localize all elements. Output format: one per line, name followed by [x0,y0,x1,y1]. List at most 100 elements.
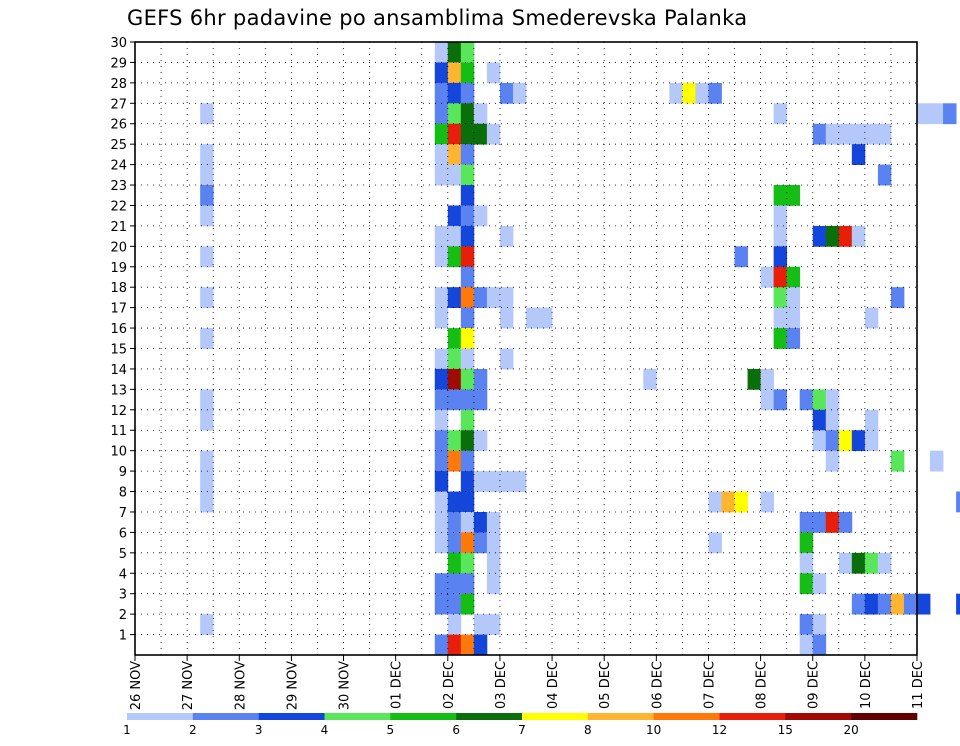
y-tick-label: 14 [110,363,127,378]
heatmap-cell [773,266,788,288]
heatmap-cell [812,634,827,656]
heatmap-cell [773,103,788,125]
heatmap-cell [434,409,449,431]
heatmap-cell [943,103,957,125]
heatmap-cell [434,532,449,554]
heatmap-cell [434,123,449,145]
heatmap-cell [434,368,449,390]
heatmap-cell [460,593,475,615]
heatmap-cell [539,307,553,329]
heatmap-cell [747,368,761,390]
x-tick-label: 10 DEC [859,661,874,709]
heatmap-cell [486,573,501,595]
colorbar-label: 6 [452,723,460,737]
heatmap-cell [434,164,449,186]
colorbar-swatch [587,713,654,720]
heatmap-cell [200,246,214,268]
heatmap-cell [460,532,475,554]
heatmap-cell [773,287,788,309]
heatmap-cell [512,82,527,104]
heatmap-cell [447,389,462,411]
y-tick-label: 3 [119,588,127,603]
colorbar-label: 15 [778,723,793,737]
heatmap-cell [473,287,488,309]
heatmap-cell [930,450,944,472]
heatmap-cell [956,491,960,513]
heatmap-cell [460,430,475,452]
heatmap-cell [851,144,866,165]
heatmap-cell [460,409,475,431]
heatmap-cell [708,82,722,104]
heatmap-cell [734,491,748,513]
heatmap-cell [434,287,449,309]
heatmap-cell [200,328,214,349]
colorbar-label: 5 [386,723,394,737]
heatmap-cell [447,368,462,390]
heatmap-cell [786,307,801,329]
heatmap-cell [486,123,501,145]
colorbar-swatch [390,713,457,720]
heatmap-cell [512,471,527,492]
heatmap-cell [460,266,475,288]
heatmap-cell [460,185,475,206]
y-tick-label: 7 [119,506,127,521]
heatmap-cell [812,573,827,595]
heatmap-cell [447,593,462,615]
y-tick-label: 10 [110,445,127,460]
heatmap-cell [473,511,488,533]
heatmap-cell [460,307,475,329]
heatmap-cell [460,450,475,472]
heatmap-cell [773,185,788,206]
heatmap-cell [473,471,488,492]
heatmap-cell [434,144,449,165]
colorbar-label: 2 [189,723,197,737]
heatmap-cell [200,103,214,125]
heatmap-cell [447,573,462,595]
heatmap-cell [643,368,657,390]
heatmap-cell [773,205,788,227]
heatmap-cell [447,511,462,533]
heatmap-cell [200,471,214,492]
y-tick-label: 16 [110,322,127,337]
x-tick-label: 01 DEC [390,661,405,709]
heatmap-cell [460,144,475,165]
heatmap-cell [200,205,214,227]
heatmap-cell [864,307,879,329]
heatmap-cell [825,430,840,452]
heatmap-cell [682,82,696,104]
heatmap-cell [473,123,488,145]
colorbar-swatch [324,713,391,720]
heatmap-cell [877,164,892,186]
heatmap-cell [499,307,514,329]
heatmap-cell [447,123,462,145]
heatmap-cell [473,430,488,452]
heatmap-cell [760,389,775,411]
heatmap-cell [773,307,788,329]
heatmap-cell [200,614,214,635]
heatmap-cell [434,471,449,492]
colorbar-swatch [785,713,852,720]
x-tick-label: 06 DEC [650,661,665,709]
heatmap-cell [447,491,462,513]
heatmap-cell [447,287,462,309]
heatmap-cell [695,82,709,104]
y-tick-label: 17 [110,302,127,317]
heatmap-cell [864,409,879,431]
heatmap-cell [825,409,840,431]
heatmap-cell [434,42,449,63]
heatmap-cell [447,246,462,268]
heatmap-cell [447,103,462,125]
y-tick-label: 28 [110,77,127,92]
heatmap-cell [486,614,501,635]
heatmap-cell [447,430,462,452]
x-tick-label: 11 DEC [911,661,926,709]
heatmap-cell [917,593,931,615]
heatmap-cell [447,328,462,349]
heatmap-cell [447,450,462,472]
heatmap-cell [434,389,449,411]
heatmap-cell [200,491,214,513]
heatmap-cell [434,307,449,329]
x-tick-label: 08 DEC [755,661,770,709]
x-tick-label: 27 NOV [181,661,196,710]
